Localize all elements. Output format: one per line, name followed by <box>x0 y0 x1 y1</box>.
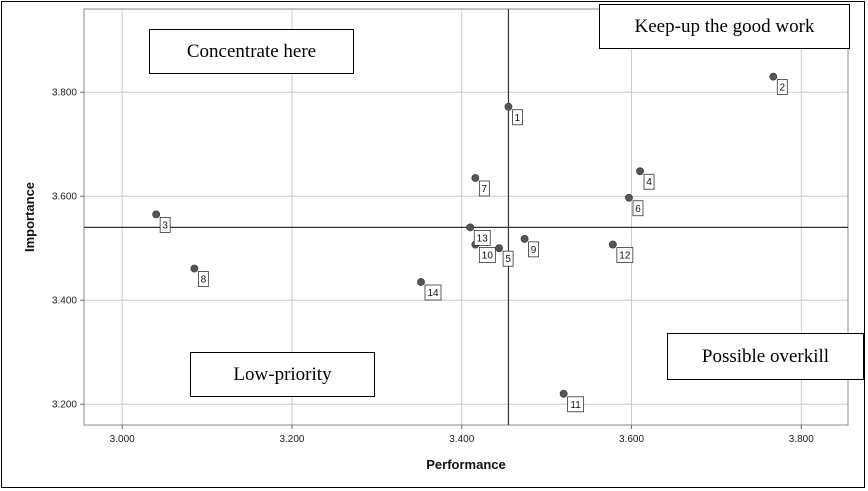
point-label-12: 12 <box>619 251 631 262</box>
x-tick-label: 3.600 <box>619 434 644 445</box>
point-label-box-5 <box>502 250 514 267</box>
point-label-box-11 <box>567 396 585 413</box>
point-label-13: 13 <box>477 233 489 244</box>
point-label-11: 11 <box>570 400 581 411</box>
point-label-box-6 <box>632 200 644 217</box>
grid-lines <box>84 9 848 425</box>
quadrant-label-keep-up: Keep-up the good work <box>599 4 850 49</box>
point-label-8: 8 <box>201 274 207 285</box>
point-label-box-3 <box>159 216 171 233</box>
data-point-11 <box>559 389 568 398</box>
point-label-box-8 <box>197 271 209 287</box>
point-label-3: 3 <box>162 220 168 231</box>
point-label-box-14 <box>424 284 442 301</box>
quadrant-label-concentrate-here: Concentrate here <box>149 29 354 74</box>
data-point-14 <box>417 278 425 286</box>
x-tick-label: 3.000 <box>110 434 135 445</box>
point-label-2: 2 <box>780 83 786 94</box>
x-axis-title: Performance <box>426 457 505 472</box>
data-point-13 <box>466 223 475 232</box>
point-label-1: 1 <box>515 113 521 124</box>
point-label-box-10 <box>478 247 496 263</box>
x-tick-label: 3.800 <box>789 434 814 445</box>
y-tick-label: 3.400 <box>52 296 77 307</box>
data-point-4 <box>636 167 644 176</box>
point-label-4: 4 <box>646 177 652 188</box>
point-label-box-4 <box>643 173 655 190</box>
point-label-box-12 <box>616 247 634 263</box>
y-tick-label: 3.800 <box>52 88 77 99</box>
x-axis-ticks: 3.000 3.200 3.400 3.600 3.800 <box>110 425 814 445</box>
quadrant-label-possible-overkill: Possible overkill <box>667 333 864 380</box>
point-label-box-1 <box>512 109 523 126</box>
y-tick-label: 3.200 <box>52 400 77 411</box>
data-point-5 <box>495 244 504 253</box>
point-label-box-9 <box>528 241 539 258</box>
data-point-3 <box>152 210 161 219</box>
x-tick-label: 3.200 <box>279 434 304 445</box>
point-label-7: 7 <box>482 184 488 195</box>
point-label-9: 9 <box>531 245 537 256</box>
data-point-2 <box>769 72 778 81</box>
point-label-6: 6 <box>635 204 641 215</box>
data-point-6 <box>625 193 633 202</box>
data-point-7 <box>471 174 480 182</box>
data-point-8 <box>190 264 199 273</box>
point-label-10: 10 <box>482 251 494 262</box>
x-tick-label: 3.400 <box>449 434 474 445</box>
data-point-9 <box>520 234 529 243</box>
y-axis-title: Importance <box>22 182 37 252</box>
point-label-14: 14 <box>427 288 439 299</box>
y-axis-ticks: 3.200 3.400 3.600 3.800 <box>52 88 84 411</box>
y-tick-label: 3.600 <box>52 192 77 203</box>
quadrant-label-low-priority: Low-priority <box>190 352 375 397</box>
point-label-box-7 <box>478 180 490 197</box>
point-label-box-13 <box>473 229 491 246</box>
data-point-12 <box>608 240 617 249</box>
point-label-5: 5 <box>505 254 511 265</box>
mean-lines <box>84 9 848 425</box>
data-point-1 <box>504 102 513 111</box>
point-label-box-2 <box>776 79 788 95</box>
plot-area-border <box>83 8 849 426</box>
